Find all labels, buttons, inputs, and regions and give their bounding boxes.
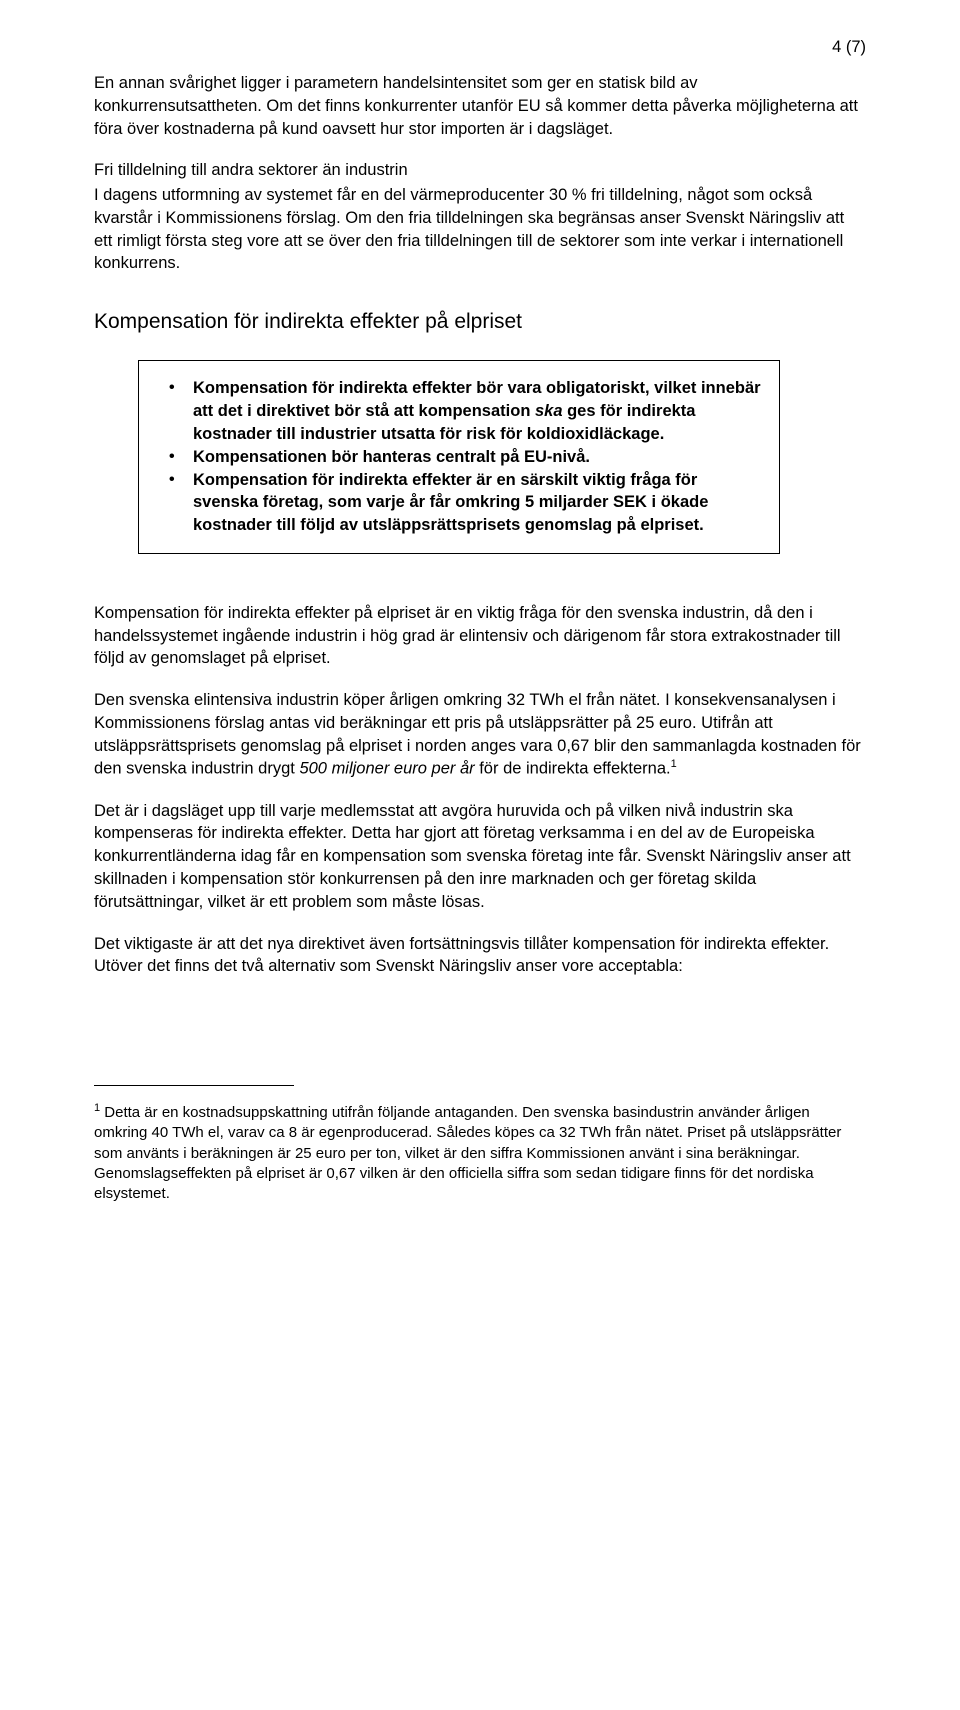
section-heading-allocation: Fri tilldelning till andra sektorer än i… [94,159,866,182]
paragraph-5: Det är i dagsläget upp till varje medlem… [94,800,866,914]
document-page: 4 (7) En annan svårighet ligger i parame… [0,0,960,1710]
bullet-italic: ska [535,402,563,420]
footnote-separator [94,1085,294,1086]
text-run: för de indirekta effekterna. [475,760,671,778]
highlight-list: Kompensation för indirekta effekter bör … [157,377,761,536]
footnote-text: Detta är en kostnadsuppskattning utifrån… [94,1104,841,1202]
paragraph-4: Den svenska elintensiva industrin köper … [94,689,866,781]
bullet-item-1: Kompensation för indirekta effekter bör … [193,377,761,445]
paragraph-3: Kompensation för indirekta effekter på e… [94,602,866,670]
spacer [94,294,866,308]
footnote-1: 1 Detta är en kostnadsuppskattning utifr… [94,1101,866,1204]
paragraph-6: Det viktigaste är att det nya direktivet… [94,933,866,979]
section-heading-compensation: Kompensation för indirekta effekter på e… [94,308,866,336]
paragraph-1: En annan svårighet ligger i parametern h… [94,72,866,140]
spacer [94,38,866,72]
bullet-item-2: Kompensationen bör hanteras centralt på … [193,446,761,469]
spacer [94,997,866,1085]
italic-run: 500 miljoner euro per år [299,760,474,778]
page-number: 4 (7) [832,38,866,57]
paragraph-2: I dagens utformning av systemet får en d… [94,184,866,275]
bullet-item-3: Kompensation för indirekta effekter är e… [193,469,761,537]
footnote-ref: 1 [671,758,677,770]
highlight-box: Kompensation för indirekta effekter bör … [138,360,780,553]
